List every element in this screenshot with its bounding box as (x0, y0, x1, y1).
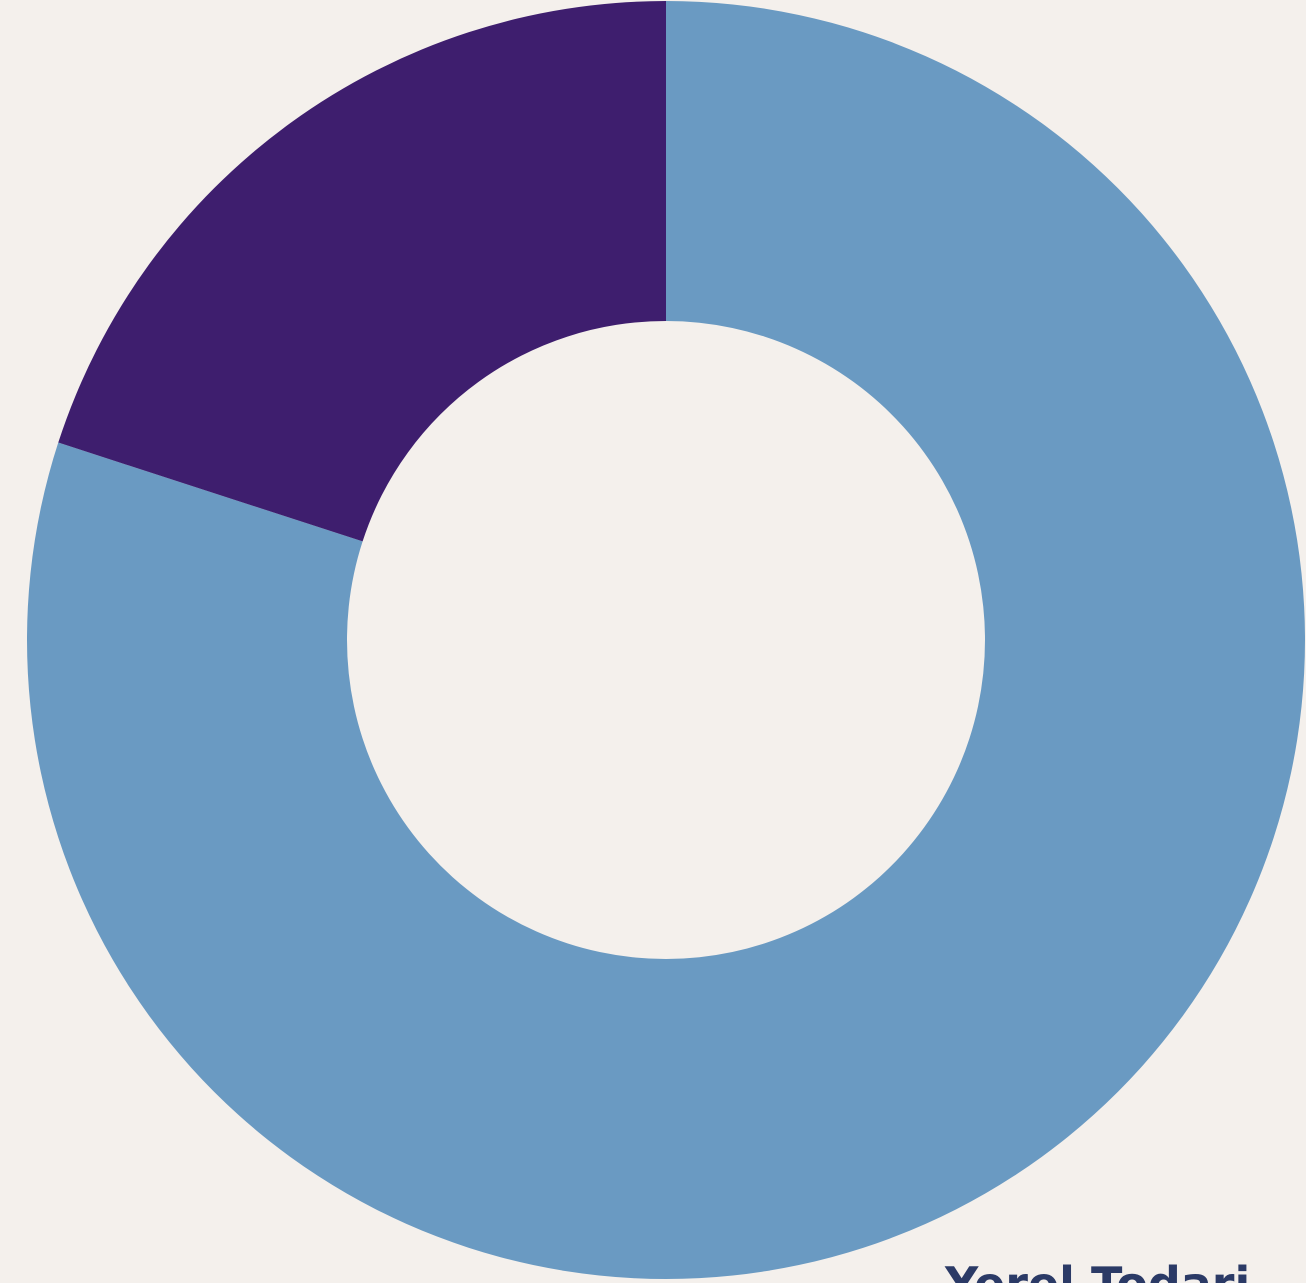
donut-wedge (27, 1, 1306, 1279)
donut-wedge (58, 1, 666, 542)
category-label: Yerel Todari (944, 1257, 1250, 1283)
wedges (27, 1, 1306, 1279)
